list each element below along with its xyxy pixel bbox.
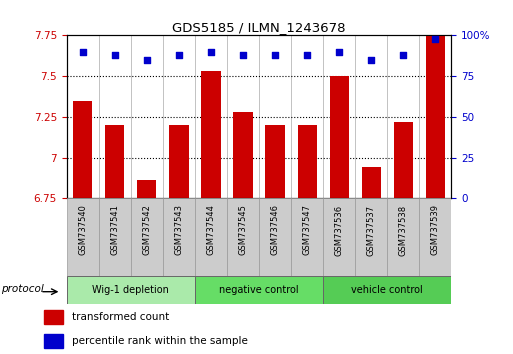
Bar (98, 198, 131, 276)
Bar (323, 198, 355, 276)
Text: Wig-1 depletion: Wig-1 depletion (92, 285, 169, 295)
Bar (73, 101, 92, 198)
Bar (67, 198, 98, 276)
Text: GSM737545: GSM737545 (239, 205, 248, 255)
Point (303, 52, 311, 58)
Bar (393, 122, 413, 198)
Point (367, 57, 376, 63)
Bar (44, 334, 63, 348)
Text: GSM737537: GSM737537 (367, 205, 376, 256)
Bar (387, 198, 420, 276)
Title: GDS5185 / ILMN_1243678: GDS5185 / ILMN_1243678 (172, 21, 346, 34)
Point (207, 49, 215, 55)
Bar (233, 112, 252, 198)
Bar (195, 198, 227, 276)
Bar (323, 276, 451, 304)
Point (111, 52, 119, 58)
Text: protocol: protocol (2, 284, 44, 294)
Text: GSM737540: GSM737540 (78, 205, 87, 255)
Bar (420, 198, 451, 276)
Bar (201, 71, 221, 198)
Text: GSM737539: GSM737539 (431, 205, 440, 256)
Bar (362, 167, 381, 198)
Point (143, 57, 151, 63)
Bar (44, 310, 63, 324)
Bar (355, 198, 387, 276)
Text: GSM737544: GSM737544 (206, 205, 215, 255)
Text: GSM737547: GSM737547 (303, 205, 312, 256)
Point (175, 52, 183, 58)
Bar (291, 198, 323, 276)
Point (399, 52, 407, 58)
Point (271, 52, 279, 58)
Point (239, 52, 247, 58)
Bar (131, 198, 163, 276)
Text: negative control: negative control (219, 285, 299, 295)
Text: vehicle control: vehicle control (351, 285, 423, 295)
Text: GSM737538: GSM737538 (399, 205, 408, 256)
Text: transformed count: transformed count (72, 312, 169, 322)
Text: GSM737542: GSM737542 (142, 205, 151, 255)
Point (431, 36, 440, 41)
Bar (298, 125, 317, 198)
Bar (137, 180, 156, 198)
Bar (67, 276, 195, 304)
Bar (195, 276, 323, 304)
Bar (426, 35, 445, 198)
Text: percentile rank within the sample: percentile rank within the sample (72, 336, 248, 346)
Bar (329, 76, 349, 198)
Text: GSM737541: GSM737541 (110, 205, 120, 255)
Text: GSM737546: GSM737546 (270, 205, 280, 256)
Point (335, 49, 343, 55)
Bar (169, 125, 189, 198)
Bar (265, 125, 285, 198)
Bar (227, 198, 259, 276)
Bar (163, 198, 195, 276)
Bar (105, 125, 124, 198)
Bar (259, 198, 291, 276)
Point (78, 49, 87, 55)
Text: GSM737543: GSM737543 (174, 205, 184, 256)
Text: GSM737536: GSM737536 (334, 205, 344, 256)
